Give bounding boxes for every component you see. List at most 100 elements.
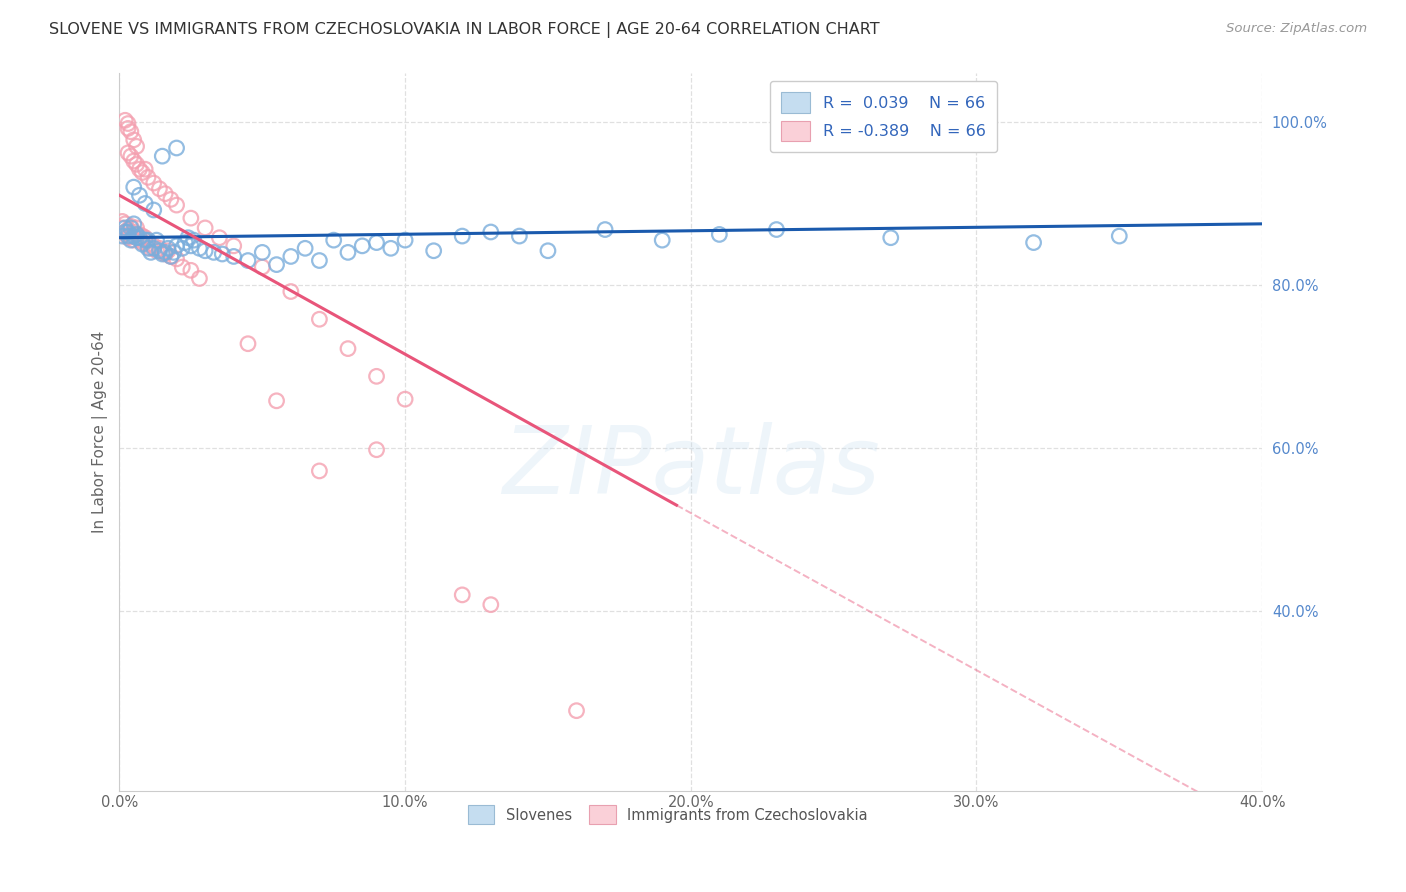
Point bbox=[139, 241, 162, 255]
Point bbox=[177, 230, 200, 244]
Point bbox=[294, 241, 316, 255]
Point bbox=[252, 260, 274, 274]
Point bbox=[194, 221, 217, 235]
Point bbox=[266, 393, 288, 408]
Point bbox=[122, 225, 145, 239]
Point bbox=[120, 149, 142, 163]
Point bbox=[180, 211, 202, 226]
Point bbox=[120, 219, 142, 234]
Point bbox=[111, 214, 134, 228]
Point bbox=[134, 162, 156, 177]
Point bbox=[150, 247, 173, 261]
Point bbox=[508, 229, 530, 244]
Point bbox=[451, 588, 474, 602]
Point bbox=[180, 239, 202, 253]
Point bbox=[114, 225, 136, 239]
Point bbox=[122, 229, 145, 244]
Text: Source: ZipAtlas.com: Source: ZipAtlas.com bbox=[1226, 22, 1367, 36]
Point bbox=[160, 193, 183, 207]
Text: ZIPatlas: ZIPatlas bbox=[502, 422, 880, 513]
Point bbox=[336, 342, 359, 356]
Point bbox=[163, 245, 186, 260]
Point bbox=[366, 369, 388, 384]
Point bbox=[451, 229, 474, 244]
Point bbox=[153, 186, 176, 201]
Point bbox=[208, 230, 231, 244]
Point bbox=[160, 250, 183, 264]
Point bbox=[166, 141, 188, 155]
Point bbox=[153, 247, 176, 261]
Point bbox=[117, 225, 139, 239]
Point bbox=[128, 230, 150, 244]
Point bbox=[308, 312, 330, 326]
Point bbox=[128, 188, 150, 202]
Point bbox=[142, 176, 165, 190]
Point bbox=[117, 116, 139, 130]
Point bbox=[128, 233, 150, 247]
Point bbox=[479, 598, 502, 612]
Point bbox=[156, 241, 179, 255]
Point bbox=[222, 239, 245, 253]
Point bbox=[166, 198, 188, 212]
Point bbox=[380, 241, 402, 255]
Point bbox=[156, 244, 179, 258]
Point bbox=[236, 253, 259, 268]
Point bbox=[114, 225, 136, 239]
Point bbox=[308, 464, 330, 478]
Y-axis label: In Labor Force | Age 20-64: In Labor Force | Age 20-64 bbox=[93, 331, 108, 533]
Point bbox=[122, 154, 145, 169]
Point bbox=[128, 227, 150, 242]
Point bbox=[122, 233, 145, 247]
Point bbox=[134, 233, 156, 247]
Point bbox=[131, 165, 153, 179]
Point bbox=[194, 244, 217, 258]
Point bbox=[136, 170, 159, 185]
Point bbox=[122, 217, 145, 231]
Point bbox=[211, 247, 233, 261]
Point bbox=[202, 245, 225, 260]
Point bbox=[336, 245, 359, 260]
Point bbox=[1108, 229, 1130, 244]
Point bbox=[352, 239, 374, 253]
Point bbox=[125, 230, 148, 244]
Point bbox=[148, 244, 170, 258]
Point bbox=[266, 258, 288, 272]
Point bbox=[136, 237, 159, 252]
Point bbox=[148, 182, 170, 196]
Point bbox=[139, 245, 162, 260]
Point bbox=[236, 336, 259, 351]
Point bbox=[120, 221, 142, 235]
Point bbox=[145, 233, 167, 247]
Point bbox=[422, 244, 444, 258]
Point bbox=[117, 145, 139, 160]
Point bbox=[120, 229, 142, 244]
Legend: Slovenes, Immigrants from Czechoslovakia: Slovenes, Immigrants from Czechoslovakia bbox=[463, 799, 873, 830]
Point bbox=[280, 285, 302, 299]
Point bbox=[142, 239, 165, 253]
Text: SLOVENE VS IMMIGRANTS FROM CZECHOSLOVAKIA IN LABOR FORCE | AGE 20-64 CORRELATION: SLOVENE VS IMMIGRANTS FROM CZECHOSLOVAKI… bbox=[49, 22, 880, 38]
Point bbox=[134, 230, 156, 244]
Point bbox=[111, 229, 134, 244]
Point bbox=[394, 233, 416, 247]
Point bbox=[117, 222, 139, 236]
Point bbox=[120, 233, 142, 247]
Point bbox=[537, 244, 560, 258]
Point bbox=[125, 227, 148, 242]
Point bbox=[131, 229, 153, 244]
Point bbox=[366, 235, 388, 250]
Point bbox=[160, 250, 183, 264]
Point bbox=[651, 233, 673, 247]
Point bbox=[394, 392, 416, 406]
Point bbox=[111, 221, 134, 235]
Point bbox=[117, 229, 139, 244]
Point bbox=[136, 233, 159, 247]
Point bbox=[153, 245, 176, 260]
Point bbox=[142, 241, 165, 255]
Point bbox=[117, 230, 139, 244]
Point bbox=[166, 252, 188, 266]
Point bbox=[120, 125, 142, 139]
Point bbox=[136, 241, 159, 255]
Point bbox=[366, 442, 388, 457]
Point bbox=[131, 235, 153, 250]
Point bbox=[252, 245, 274, 260]
